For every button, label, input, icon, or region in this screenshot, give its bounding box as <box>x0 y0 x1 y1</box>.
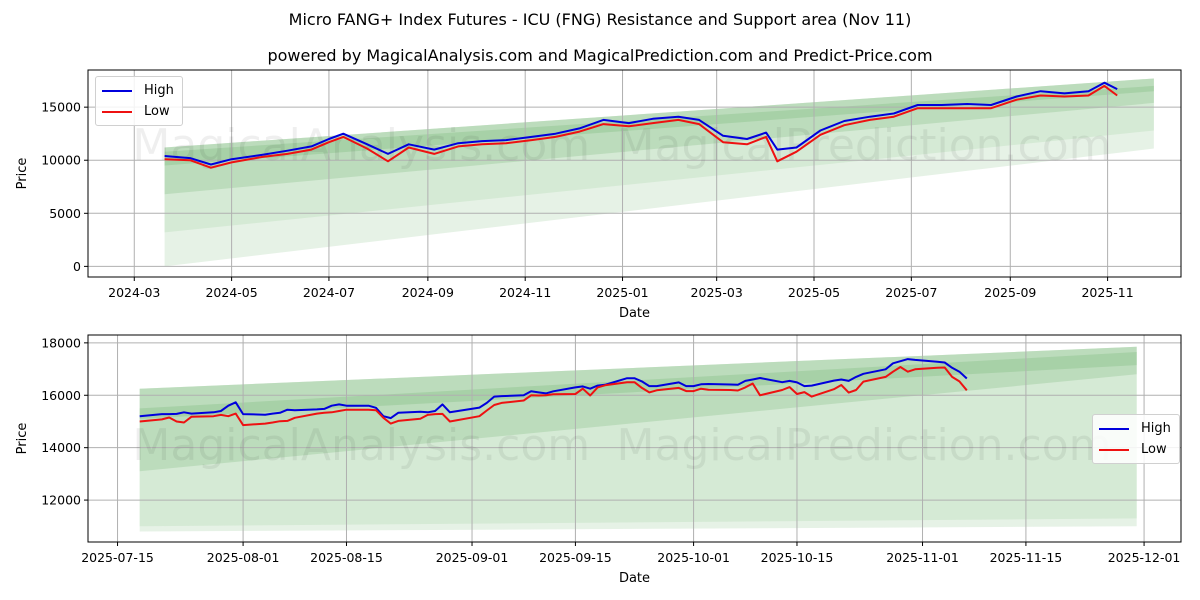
x-tick-label: 2025-07 <box>885 285 937 300</box>
low-line-swatch-icon <box>102 110 132 113</box>
watermark: MagicalAnalysis.com <box>132 420 590 471</box>
y-tick-label: 16000 <box>41 388 81 403</box>
y-tick-label: 14000 <box>41 440 81 455</box>
x-axis-label: Date <box>619 571 650 586</box>
legend-item-low: Low <box>102 101 174 122</box>
y-tick-label: 0 <box>73 259 81 274</box>
x-tick-label: 2025-11-01 <box>886 550 959 565</box>
x-tick-label: 2025-08-01 <box>207 550 280 565</box>
plot-frame <box>87 69 1182 278</box>
x-tick-label: 2024-05 <box>205 285 257 300</box>
low-line-swatch-icon <box>1099 448 1129 451</box>
legend-item-low: Low <box>1099 439 1171 460</box>
x-tick-label: 2025-11-15 <box>990 550 1063 565</box>
x-tick-label: 2024-07 <box>303 285 355 300</box>
x-tick-label: 2024-11 <box>499 285 551 300</box>
top-chart: 0 5000 10000 15000 2024-03 2024-05 2024-07 2024… <box>15 69 1182 321</box>
x-tick-label: 2025-09-01 <box>436 550 509 565</box>
x-tick-label: 2025-01 <box>596 285 648 300</box>
legend-label-high: High <box>1141 421 1171 436</box>
y-axis-label: Price <box>15 158 30 190</box>
support-inner-band <box>139 346 1137 527</box>
y-tick-label: 12000 <box>41 493 81 508</box>
plot-frame <box>87 334 1182 543</box>
chart-subtitle: powered by MagicalAnalysis.com and Magic… <box>267 46 933 65</box>
x-tick-label: 2025-09-15 <box>539 550 612 565</box>
x-tick-label: 2025-10-15 <box>761 550 834 565</box>
legend-item-high: High <box>102 80 174 101</box>
y-axis-label: Price <box>15 423 30 455</box>
top-legend: High Low <box>95 76 183 126</box>
watermark: MagicalPrediction.com <box>617 120 1112 171</box>
high-line-swatch-icon <box>1099 427 1129 430</box>
x-tick-label: 2025-08-15 <box>310 550 383 565</box>
legend-label-low: Low <box>144 104 170 119</box>
support-inner-band <box>164 78 1154 233</box>
y-tick-label: 5000 <box>49 206 81 221</box>
high-series-line <box>139 358 968 420</box>
low-series-line <box>139 366 968 427</box>
high-series-line <box>164 81 1118 166</box>
high-line-swatch-icon <box>102 89 132 92</box>
legend-item-high: High <box>1099 418 1171 439</box>
x-axis-label: Date <box>619 306 650 321</box>
legend-label-low: Low <box>1141 442 1167 457</box>
x-tick-label: 2025-09 <box>984 285 1036 300</box>
y-tick-label: 10000 <box>41 153 81 168</box>
x-tick-label: 2025-07-15 <box>81 550 154 565</box>
low-series-line <box>164 84 1118 169</box>
x-tick-label: 2025-11 <box>1081 285 1133 300</box>
x-tick-label: 2025-10-01 <box>657 550 730 565</box>
y-tick-label: 15000 <box>41 100 81 115</box>
bottom-legend: High Low <box>1092 414 1180 464</box>
y-tick-label: 18000 <box>41 335 81 350</box>
mid-band <box>139 346 1137 472</box>
legend-label-high: High <box>144 83 174 98</box>
watermark: MagicalPrediction.com <box>617 420 1112 471</box>
x-tick-label: 2024-03 <box>108 285 160 300</box>
x-tick-label: 2024-09 <box>402 285 454 300</box>
x-tick-label: 2025-05 <box>788 285 840 300</box>
x-tick-label: 2025-03 <box>691 285 743 300</box>
x-tick-label: 2025-12-01 <box>1108 550 1181 565</box>
chart-title: Micro FANG+ Index Futures - ICU (FNG) Re… <box>288 10 912 29</box>
